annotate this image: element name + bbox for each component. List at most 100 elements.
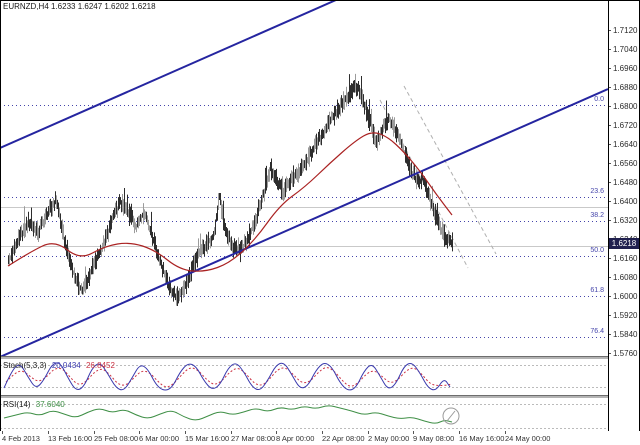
stochastic-name: Stoch(5,3,3): [3, 361, 47, 370]
stochastic-main-value: 20.0434: [51, 361, 81, 370]
candle-series: [8, 73, 453, 306]
time-axis-tick: [276, 431, 277, 434]
price-chart-canvas: [0, 0, 608, 356]
price-axis-tick: [608, 87, 611, 88]
time-axis-tick: [139, 431, 140, 434]
rsi-line: [3, 405, 453, 424]
price-axis-label: 1.7040: [613, 45, 638, 54]
fib-level-label: 50.0: [590, 247, 604, 254]
price-axis-tick: [608, 353, 611, 354]
price-axis-label: 1.6800: [613, 102, 638, 111]
price-axis-label: 1.6880: [613, 83, 638, 92]
time-axis-label: 2 May 00:00: [368, 434, 410, 443]
price-axis-tick: [608, 334, 611, 335]
price-axis-tick: [608, 315, 611, 316]
price-axis-tick: [608, 201, 611, 202]
time-axis-tick: [459, 431, 460, 434]
price-axis-label: 1.5840: [613, 330, 638, 339]
moving-average-line: [7, 132, 453, 272]
price-axis-label: 1.6960: [613, 64, 638, 73]
time-axis-tick: [413, 431, 414, 434]
price-axis-tick: [608, 106, 611, 107]
annotation-circle: [442, 407, 460, 425]
fib-level-label: 23.6: [590, 188, 604, 195]
main-price-pane[interactable]: EURNZD,H4 1.6233 1.6247 1.6202 1.6218 0.…: [0, 0, 608, 356]
rsi-canvas: [0, 404, 608, 429]
pane-splitter-rsi[interactable]: [0, 395, 640, 399]
price-axis-tick: [608, 258, 611, 259]
time-axis-label: 8 Apr 00:00: [276, 434, 315, 443]
price-axis-tick: [608, 68, 611, 69]
trend-channel: [0, 0, 608, 356]
stochastic-canvas: [0, 362, 608, 391]
dashed-trendline: [403, 85, 497, 255]
stoch-main-line: [3, 362, 451, 391]
time-axis-tick: [185, 431, 186, 434]
price-axis-tick: [608, 277, 611, 278]
current-price-marker: 1.6218: [608, 238, 640, 249]
time-axis-label: 4 Feb 2013: [2, 434, 40, 443]
stochastic-label: Stoch(5,3,3) 20.0434 26.8452: [3, 361, 115, 370]
time-axis-tick: [48, 431, 49, 434]
time-axis-label: 16 May 16:00: [459, 434, 505, 443]
trendline: [0, 0, 337, 149]
time-axis-label: 15 Mar 16:00: [185, 434, 230, 443]
time-axis-tick: [231, 431, 232, 434]
price-axis-tick: [608, 125, 611, 126]
price-axis-label: 1.6400: [613, 197, 638, 206]
price-axis-label: 1.6160: [613, 254, 638, 263]
time-axis-label: 24 May 00:00: [505, 434, 551, 443]
pane-splitter-stoch[interactable]: [0, 356, 640, 360]
stochastic-pane[interactable]: Stoch(5,3,3) 20.0434 26.8452: [0, 360, 608, 395]
price-axis-label: 1.6560: [613, 159, 638, 168]
time-axis-tick: [368, 431, 369, 434]
annotation-slash: [446, 410, 456, 422]
price-axis[interactable]: 1.7120 1.7040 1.6960 1.6880 1.6800 1.6720 1.66…: [608, 0, 640, 431]
rsi-pane[interactable]: RSI(14) 37.6040: [0, 399, 608, 431]
price-axis-label: 1.7120: [613, 26, 638, 35]
price-axis-tick: [608, 30, 611, 31]
price-axis-label: 1.6640: [613, 140, 638, 149]
time-axis-label: 25 Feb 08:00: [94, 434, 139, 443]
price-axis-label: 1.6480: [613, 178, 638, 187]
time-axis[interactable]: 4 Feb 2013 13 Feb 16:00 25 Feb 08:00 6 Mar …: [0, 431, 640, 445]
price-axis-tick: [608, 144, 611, 145]
rsi-value: 37.6040: [35, 400, 65, 409]
price-axis-label: 1.6000: [613, 292, 638, 301]
price-axis-label: 1.6080: [613, 273, 638, 282]
time-axis-label: 6 Mar 00:00: [139, 434, 180, 443]
price-axis-tick: [608, 296, 611, 297]
dashed-down-channel: [379, 85, 497, 269]
fib-level-label: 76.4: [590, 328, 604, 335]
fib-level-label: 0.0: [594, 96, 604, 103]
fib-level-label: 61.8: [590, 287, 604, 294]
price-axis-tick: [608, 220, 611, 221]
price-axis-label: 1.5760: [613, 349, 638, 358]
stochastic-signal-value: 26.8452: [85, 361, 115, 370]
rsi-name: RSI(14): [3, 400, 31, 409]
price-axis-label: 1.6320: [613, 216, 638, 225]
time-axis-tick: [94, 431, 95, 434]
time-axis-label: 13 Feb 16:00: [48, 434, 93, 443]
trendline: [0, 88, 608, 356]
price-axis-border: [608, 0, 609, 432]
stoch-signal-line: [5, 367, 453, 388]
price-axis-tick: [608, 163, 611, 164]
chart-title: EURNZD,H4 1.6233 1.6247 1.6202 1.6218: [3, 2, 156, 11]
time-axis-label: 27 Mar 08:00: [231, 434, 276, 443]
price-axis-tick: [608, 182, 611, 183]
time-axis-label: 9 May 08:00: [413, 434, 455, 443]
time-axis-tick: [2, 431, 3, 434]
time-axis-tick: [505, 431, 506, 434]
rsi-label: RSI(14) 37.6040: [3, 400, 65, 409]
frame-top: [0, 0, 640, 1]
time-axis-tick: [322, 431, 323, 434]
fib-level-label: 38.2: [590, 212, 604, 219]
price-axis-label: 1.6720: [613, 121, 638, 130]
time-axis-label: 22 Apr 08:00: [322, 434, 365, 443]
price-axis-label: 1.5920: [613, 311, 638, 320]
support-lines: [0, 207, 608, 247]
frame-left: [0, 0, 1, 432]
fibonacci-levels: [0, 105, 608, 338]
